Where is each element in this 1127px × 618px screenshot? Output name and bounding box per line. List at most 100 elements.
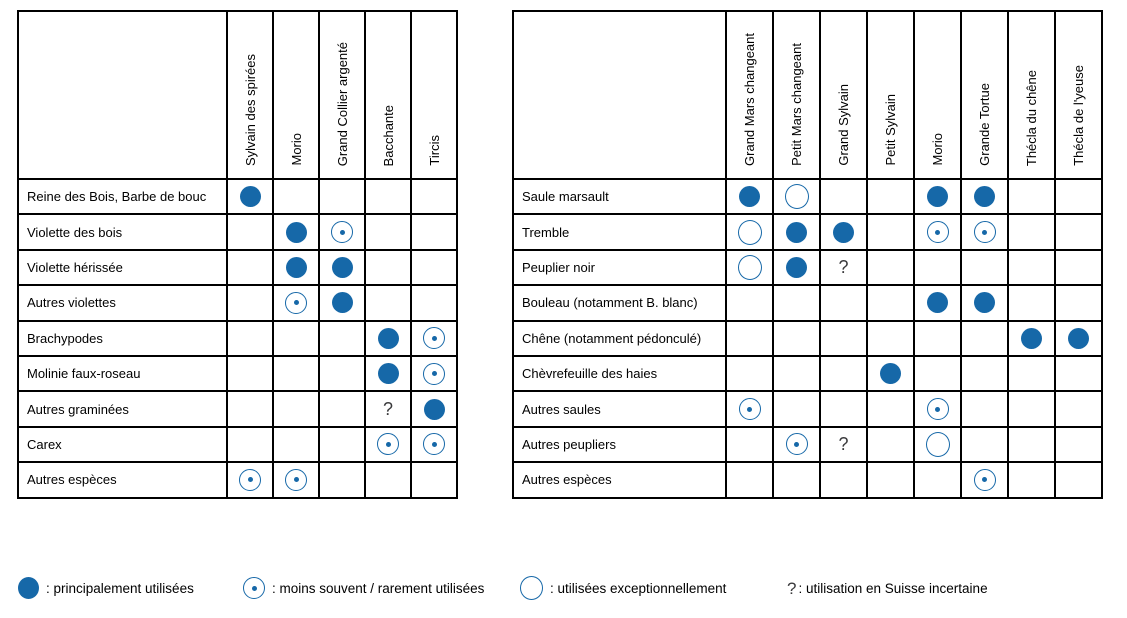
dot-circle-center <box>982 229 987 235</box>
matrix-cell <box>772 390 821 428</box>
matrix-cell <box>866 390 915 428</box>
matrix-cell <box>725 390 774 428</box>
table-row: Autres peupliers? <box>512 425 1103 464</box>
matrix-cell <box>318 248 366 287</box>
row-label: Autres peupliers <box>512 425 727 464</box>
filled-circle-icon <box>1021 327 1042 349</box>
legend-label: : utilisation en Suisse incertaine <box>798 580 988 596</box>
matrix-cell <box>226 354 274 393</box>
matrix-cell <box>772 461 821 499</box>
matrix-cell <box>772 284 821 322</box>
matrix-cell <box>866 354 915 393</box>
matrix-cell <box>1007 354 1056 393</box>
matrix-cell <box>725 248 774 287</box>
table-row: Reine des Bois, Barbe de bouc <box>17 177 458 216</box>
matrix-cell <box>772 425 821 464</box>
table-row: Saule marsault <box>512 177 1103 216</box>
matrix-cell <box>272 425 320 464</box>
dot-circle-icon <box>285 291 307 314</box>
matrix-cell <box>866 284 915 322</box>
filled-circle-icon <box>833 221 854 243</box>
matrix-cell <box>364 461 412 499</box>
matrix-cell <box>725 354 774 393</box>
matrix-cell <box>1007 425 1056 464</box>
matrix-cell <box>410 248 458 287</box>
filled-circle-icon <box>927 292 948 314</box>
matrix-cell <box>226 177 274 216</box>
matrix-cell <box>272 248 320 287</box>
table-row: Chêne (notamment pédonculé) <box>512 319 1103 357</box>
dot-circle-icon <box>423 433 445 456</box>
matrix-cell <box>1007 390 1056 428</box>
column-header: Grande Tortue <box>960 10 1009 180</box>
question-mark-icon: ? <box>382 398 393 419</box>
filled-circle-icon <box>331 256 353 278</box>
matrix-cell <box>772 248 821 287</box>
matrix-cell <box>913 213 962 251</box>
filled-circle-icon <box>739 186 760 208</box>
matrix-cell <box>1054 319 1103 357</box>
matrix-cell <box>1054 354 1103 393</box>
row-label: Saule marsault <box>512 177 727 216</box>
matrix-cell <box>913 284 962 322</box>
column-header: Tircis <box>410 10 458 180</box>
column-header: Petit Sylvain <box>866 10 915 180</box>
dot-circle-icon <box>285 468 307 491</box>
row-label: Carex <box>17 425 228 464</box>
table-row: Bouleau (notamment B. blanc) <box>512 284 1103 322</box>
matrix-cell <box>226 425 274 464</box>
matrix-cell <box>364 425 412 464</box>
filled-circle-icon <box>423 398 445 420</box>
matrix-cell <box>364 213 412 251</box>
matrix-cell <box>364 177 412 216</box>
matrix-cell <box>913 248 962 287</box>
filled-circle-icon <box>377 327 399 349</box>
matrix-cell <box>410 213 458 251</box>
header-row: Sylvain des spirées Morio Grand Collier ar… <box>17 10 458 180</box>
corner-cell <box>512 10 727 180</box>
host-plants-table-left: Sylvain des spirées Morio Grand Collier ar… <box>17 10 458 499</box>
matrix-cell <box>960 177 1009 216</box>
matrix-cell <box>772 177 821 216</box>
question-mark-icon: ? <box>838 257 849 278</box>
empty-circle-icon <box>737 254 762 280</box>
matrix-cell <box>318 213 366 251</box>
column-header: Petit Mars changeant <box>772 10 821 180</box>
matrix-cell: ? <box>819 248 868 287</box>
matrix-cell <box>866 177 915 216</box>
matrix-cell <box>410 461 458 499</box>
dot-circle-icon <box>738 398 761 421</box>
table-row: Tremble <box>512 213 1103 251</box>
column-header: Bacchante <box>364 10 412 180</box>
dot-circle-center <box>431 335 437 341</box>
matrix-cell: ? <box>364 390 412 428</box>
matrix-cell <box>866 213 915 251</box>
table-row: Chèvrefeuille des haies <box>512 354 1103 393</box>
table-row: Violette des bois <box>17 213 458 251</box>
table-row: Molinie faux-roseau <box>17 354 458 393</box>
dot-circle-center <box>935 229 940 235</box>
matrix-cell <box>1007 461 1056 499</box>
matrix-cell <box>1054 248 1103 287</box>
matrix-cell <box>410 354 458 393</box>
dot-circle-center <box>385 441 391 447</box>
matrix-cell <box>272 319 320 357</box>
matrix-cell: ? <box>819 425 868 464</box>
empty-circle-icon <box>925 431 950 457</box>
matrix-cell <box>725 461 774 499</box>
legend-label: : utilisées exceptionnellement <box>550 580 727 596</box>
row-label: Reine des Bois, Barbe de bouc <box>17 177 228 216</box>
matrix-cell <box>960 284 1009 322</box>
legend-item-exceptionnellement: : utilisées exceptionnellement <box>520 575 726 601</box>
row-label: Brachypodes <box>17 319 228 357</box>
matrix-cell <box>819 390 868 428</box>
matrix-cell <box>1054 177 1103 216</box>
table-row: Brachypodes <box>17 319 458 357</box>
legend-item-incertaine: ? : utilisation en Suisse incertaine <box>787 575 988 601</box>
matrix-cell <box>318 354 366 393</box>
matrix-cell <box>226 461 274 499</box>
matrix-cell <box>410 319 458 357</box>
dot-circle-center <box>293 477 299 483</box>
matrix-cell <box>410 425 458 464</box>
dot-circle-icon <box>785 433 808 456</box>
